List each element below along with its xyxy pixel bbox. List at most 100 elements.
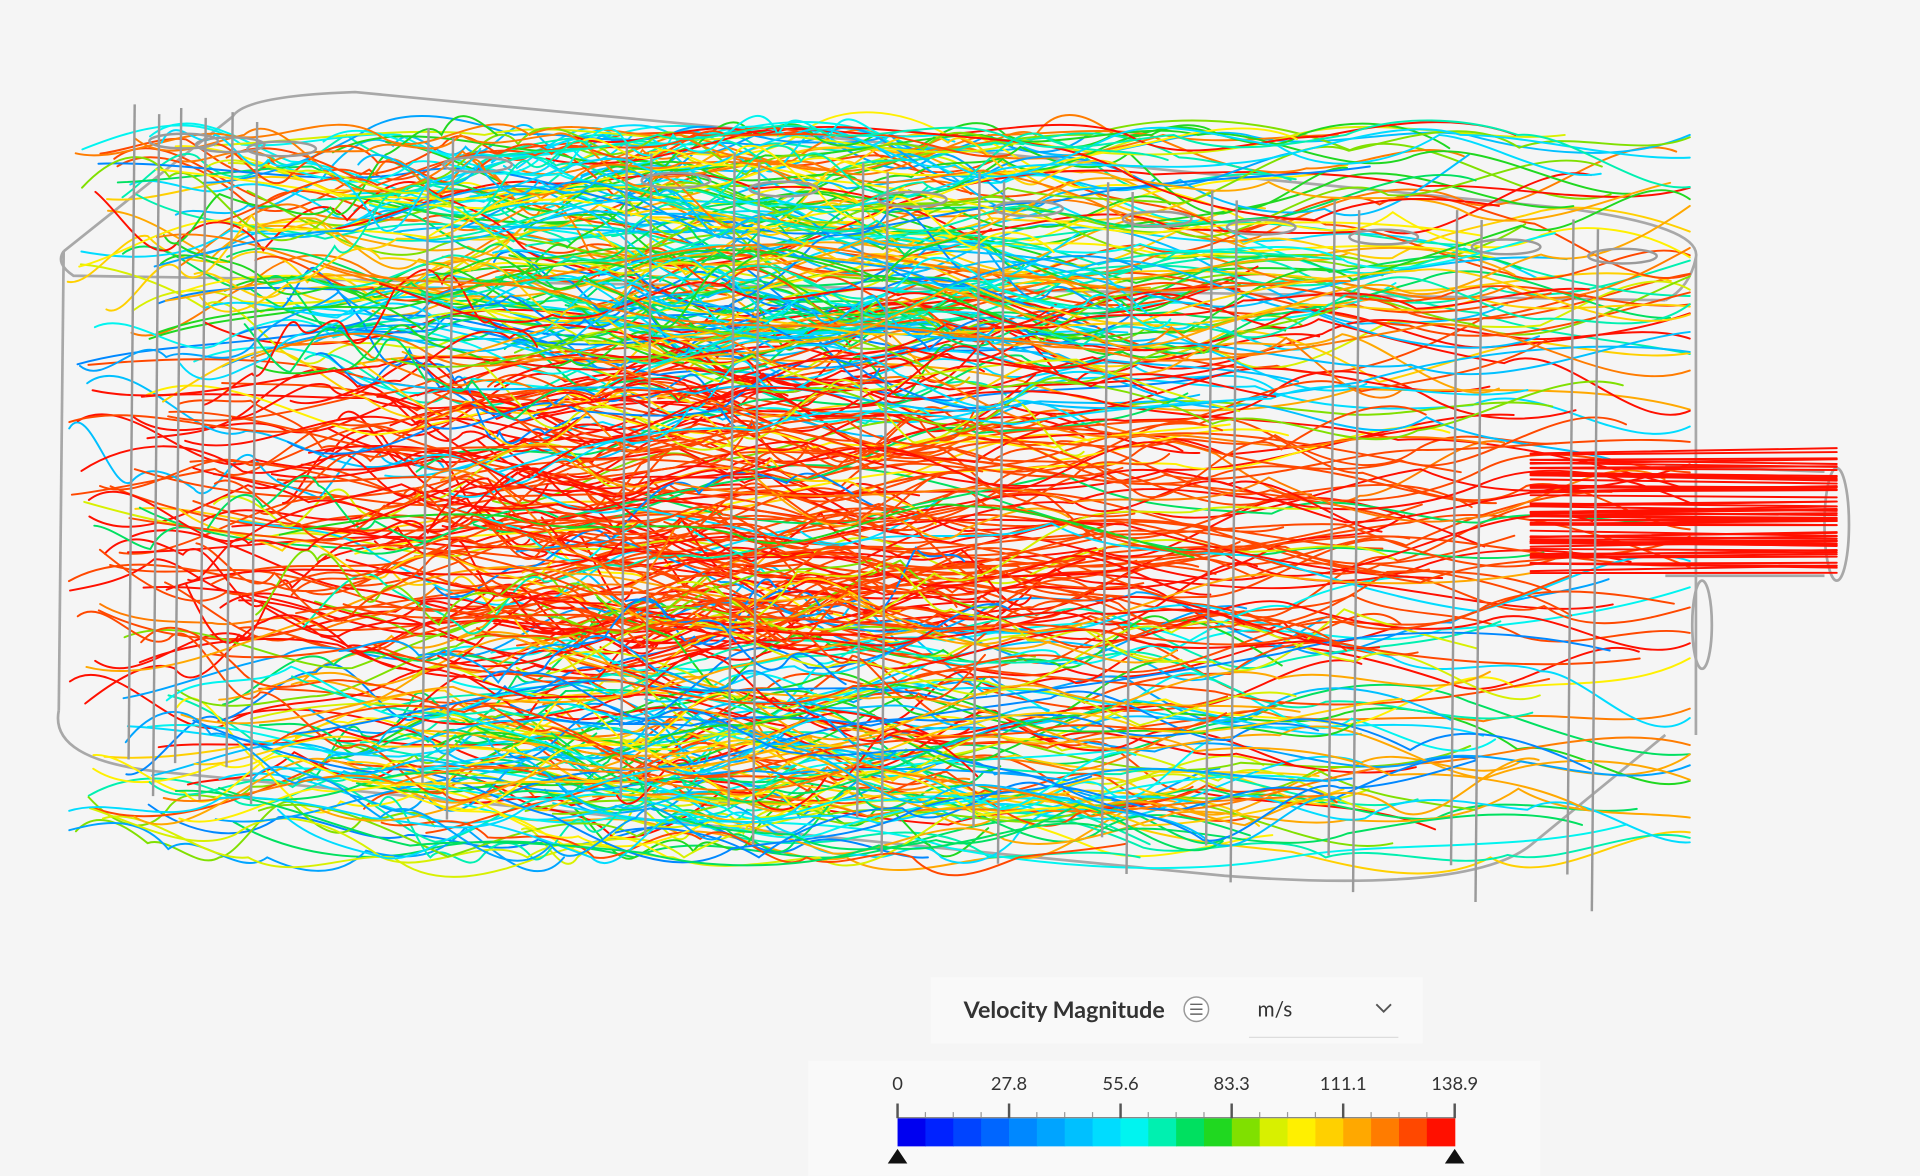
streamline [1529,508,1838,515]
colorbar-segment [1092,1118,1122,1147]
streamline [193,735,936,782]
streamline [644,604,1691,728]
streamline [192,719,1093,864]
baffle-hole [640,171,712,190]
streamline [484,119,1691,189]
colorbar-segment [1371,1118,1400,1147]
colorbar-segment [1343,1118,1372,1147]
streamline [179,242,1498,322]
baffle [1125,191,1134,875]
streamline [380,820,1127,877]
streamline [622,608,1246,669]
streamline [626,335,985,419]
streamline [260,406,700,516]
streamline [393,225,1568,308]
streamline [318,684,1301,822]
baffle [727,152,736,808]
geometry-wireframe [56,90,1851,883]
streamline [567,440,1606,524]
streamline [1529,478,1838,485]
streamline [68,717,827,829]
streamline [195,542,587,622]
colorbar-segment [1426,1118,1456,1147]
colorbar-segment [1315,1118,1344,1147]
streamline [269,139,592,286]
baffle [225,112,234,768]
range-handle-max[interactable] [1444,1148,1465,1164]
streamline [155,164,1483,237]
streamline [140,626,657,781]
streamline [552,794,1691,844]
streamline [434,208,961,330]
streamline [270,367,1491,479]
streamline [162,115,498,245]
streamline [450,708,1137,820]
streamline [69,558,659,673]
streamline [482,597,847,686]
baffle-hole [1348,228,1420,246]
streamline [357,154,781,239]
streamline [213,442,626,528]
streamline [567,131,1014,176]
colorbar-segment [1008,1118,1038,1147]
streamline [625,276,1691,365]
streamline [86,374,1201,471]
streamline [481,520,1691,651]
colorbar-segment [1203,1118,1233,1147]
streamlines [66,111,1838,878]
streamline [80,445,1212,596]
streamline [164,241,1151,302]
colorbar-segment [1287,1118,1317,1147]
streamline [74,801,436,862]
baffle [198,117,207,800]
unit-dropdown[interactable]: m/s [1258,997,1293,1022]
streamline [203,268,539,406]
streamline [373,574,1573,705]
streamline [225,147,993,258]
baffle-hole [1470,238,1542,256]
streamline [676,506,1320,631]
streamline [492,232,1080,334]
streamline [570,580,958,644]
streamline [78,127,1298,268]
geometry-baffles [127,104,1658,912]
streamline [1529,489,1838,493]
streamline [362,345,1691,412]
colorbar-segment [953,1118,982,1147]
dropdown-chevron[interactable] [1375,1003,1392,1013]
streamline [212,473,1384,550]
streamline [193,345,736,394]
streamline [557,405,1427,499]
streamline [498,385,1529,473]
baffle [421,127,430,783]
streamline [129,126,615,222]
streamline [338,634,897,761]
colorbar-tick-label: 27.8 [991,1072,1027,1094]
streamline [448,586,1691,691]
streamline [157,249,1103,337]
colorbar-tick-label: 138.9 [1431,1072,1478,1094]
streamline [1529,539,1838,545]
baffle [619,143,629,799]
baffle [127,104,136,760]
streamline [508,189,1691,340]
streamline [658,256,1172,333]
streamline [607,199,994,310]
baffle [1474,219,1483,902]
streamline [656,272,1691,400]
colorbar-segment [981,1118,1010,1147]
streamline [1529,562,1838,567]
streamline [420,205,1030,298]
streamline [203,291,1159,352]
streamline [294,689,1341,806]
streamline [1529,540,1838,548]
streamline [84,583,712,705]
streamline [425,742,1338,834]
baffle-hole [748,180,820,198]
baffle-hole [1121,210,1193,228]
range-handle-min[interactable] [887,1148,908,1164]
legend-menu-icon [1190,1003,1203,1015]
baffle [1229,200,1238,883]
colorbar-tick-label: 55.6 [1102,1072,1138,1094]
